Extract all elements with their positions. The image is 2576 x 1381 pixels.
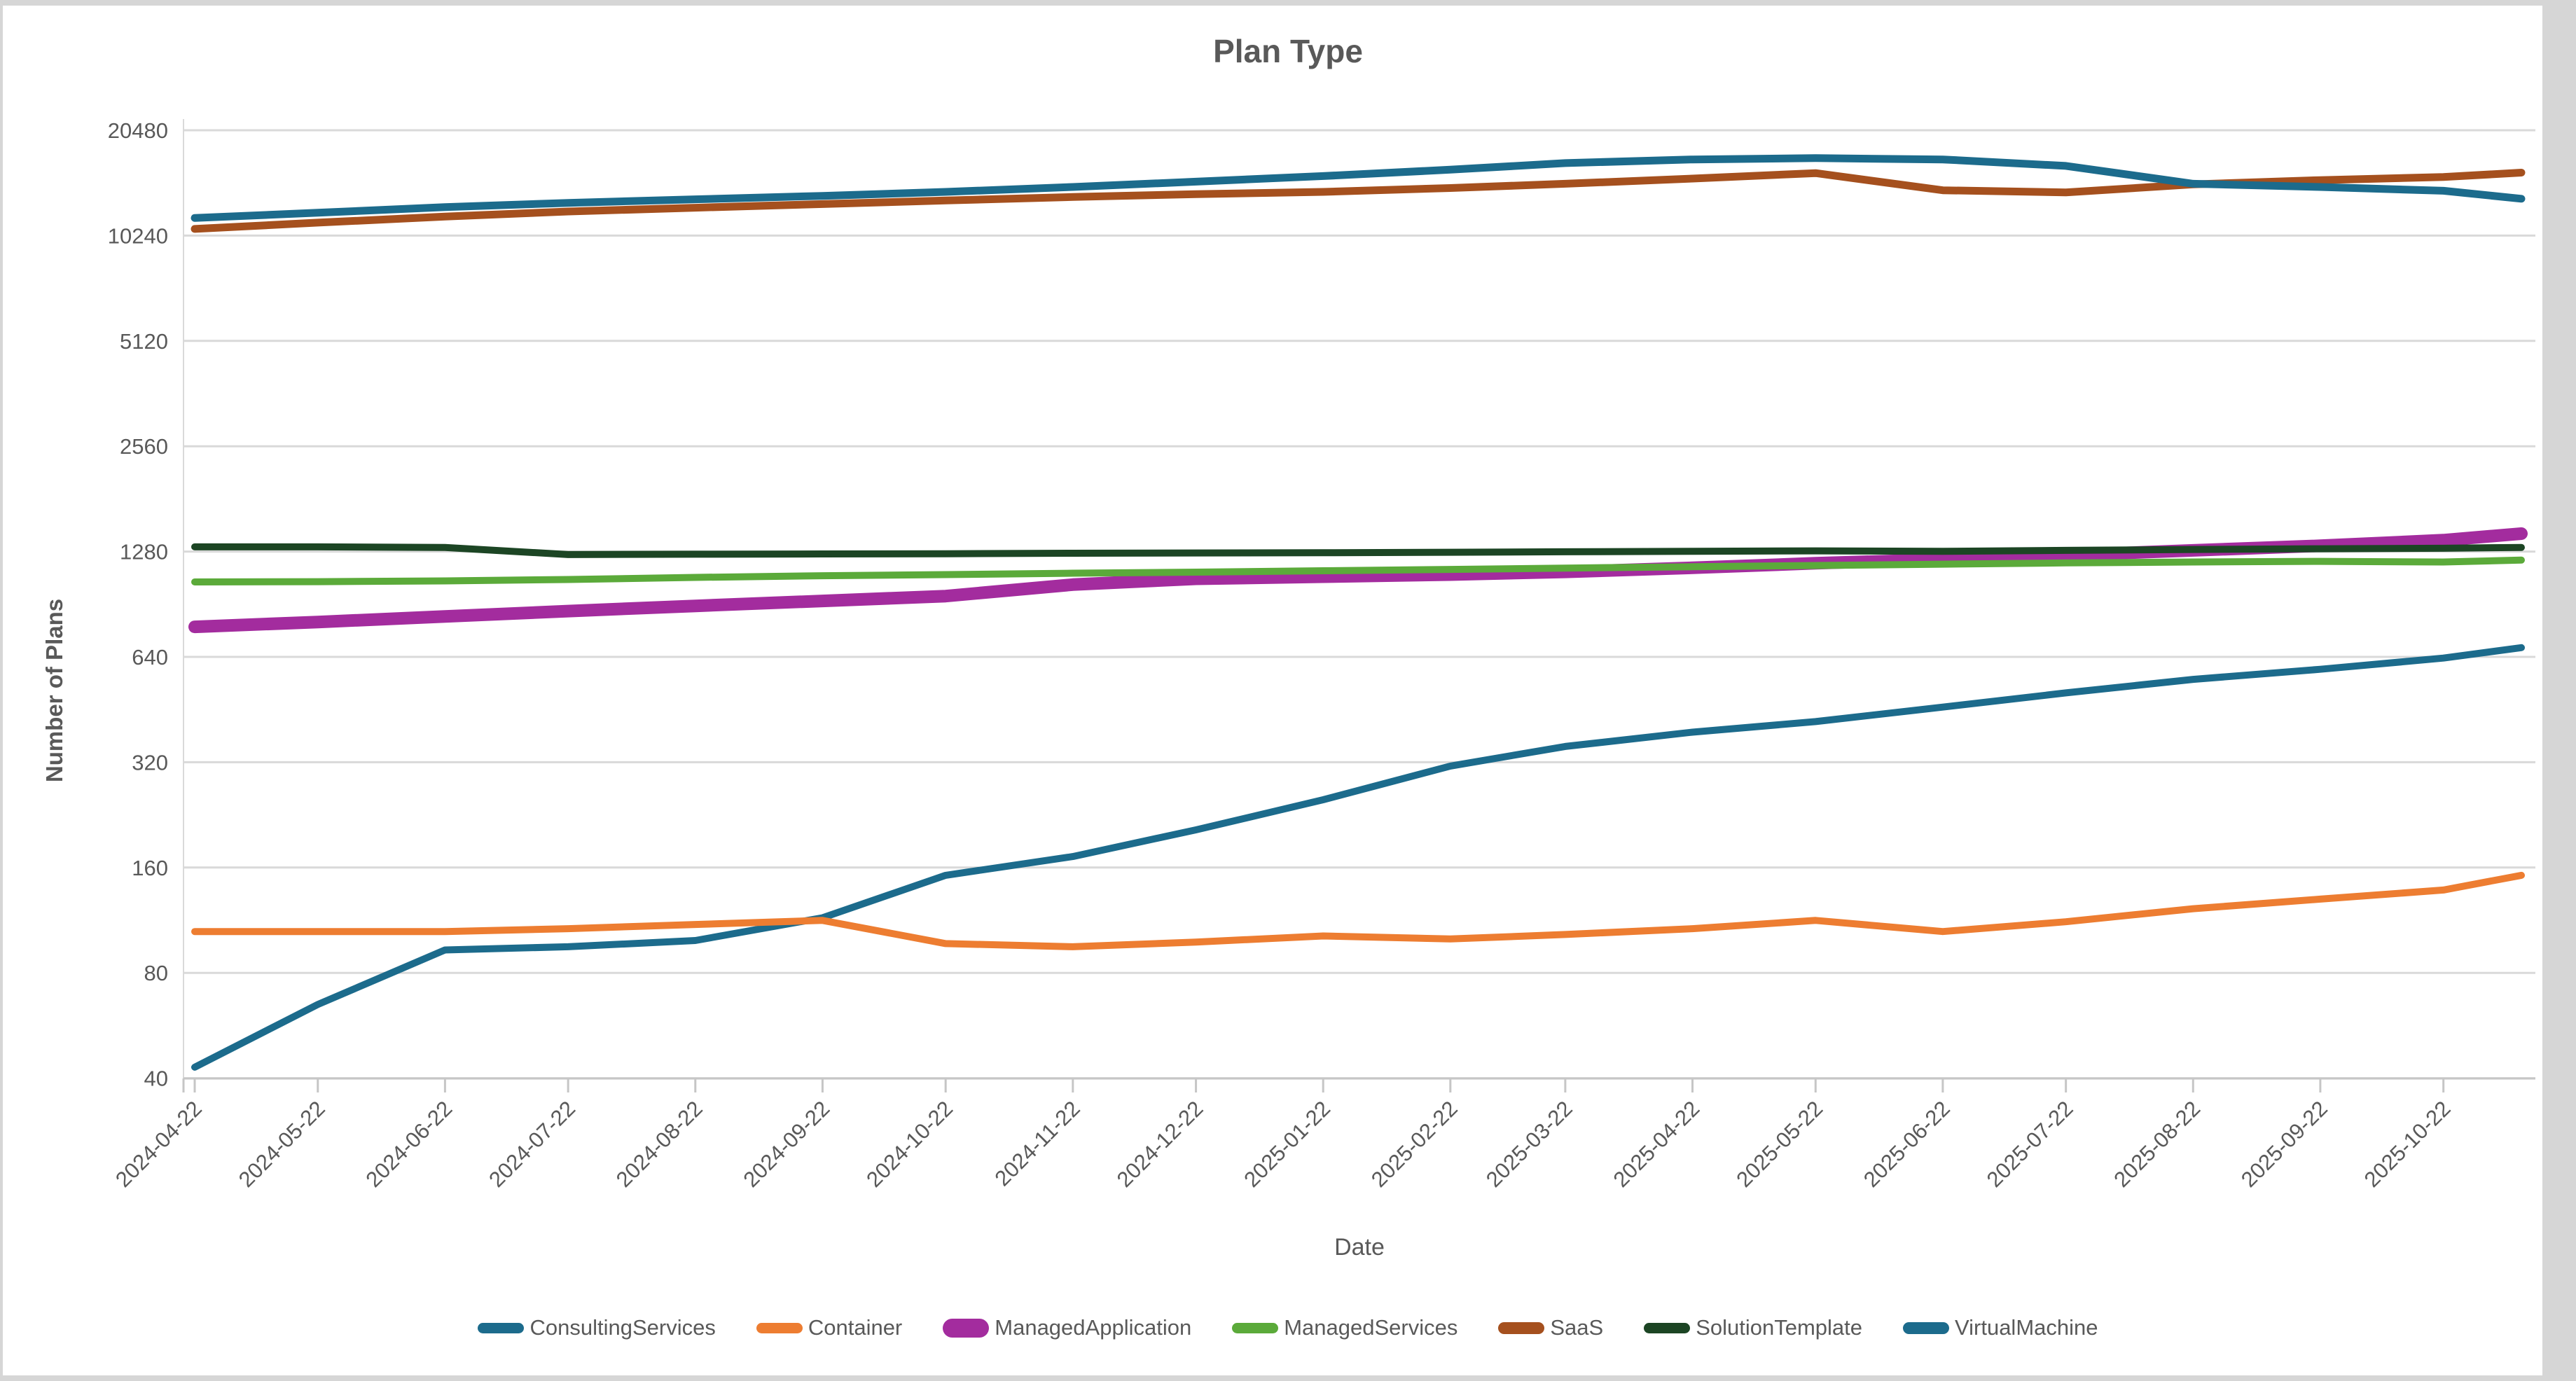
legend: ConsultingServices Container ManagedApplic… <box>0 1315 2576 1340</box>
window-edge-bottom <box>0 1375 2576 1381</box>
y-tick-label: 1280 <box>120 540 168 564</box>
legend-swatch-ManagedApplication <box>943 1318 990 1338</box>
legend-swatch-SaaS <box>1498 1321 1545 1334</box>
y-tick-label: 20480 <box>108 118 168 143</box>
legend-label: ManagedApplication <box>995 1315 1192 1340</box>
legend-swatch-ManagedServices <box>1232 1322 1279 1333</box>
y-tick-label: 2560 <box>120 434 168 459</box>
legend-item-Container[interactable]: Container <box>756 1315 902 1340</box>
legend-swatch-Container <box>756 1322 803 1333</box>
y-tick-label: 320 <box>132 750 168 775</box>
x-axis-title: Date <box>1334 1234 1385 1261</box>
series-line-ManagedServices[interactable] <box>191 556 2525 585</box>
window-edge-top <box>0 0 2576 6</box>
x-tick-label: 2025-05-22 <box>1731 1096 1827 1192</box>
series-line-SolutionTemplate[interactable] <box>191 543 2525 558</box>
legend-label: ManagedServices <box>1284 1315 1458 1340</box>
window-edge-left <box>0 0 3 1381</box>
legend-label: ConsultingServices <box>529 1315 716 1340</box>
series-line-ConsultingServices[interactable] <box>191 644 2525 1071</box>
x-tick-label: 2025-02-22 <box>1366 1096 1462 1192</box>
x-tick-label: 2024-05-22 <box>234 1096 330 1192</box>
legend-item-ManagedApplication[interactable]: ManagedApplication <box>943 1315 1191 1340</box>
legend-swatch-SolutionTemplate <box>1644 1322 1691 1333</box>
series-line-VirtualMachine[interactable] <box>191 154 2526 222</box>
legend-label: SolutionTemplate <box>1696 1315 1863 1340</box>
legend-swatch-ConsultingServices <box>478 1322 525 1333</box>
legend-item-VirtualMachine[interactable]: VirtualMachine <box>1903 1315 2098 1340</box>
y-tick-label: 80 <box>144 961 168 985</box>
y-tick-label: 160 <box>132 856 168 880</box>
y-tick-label: 5120 <box>120 329 168 354</box>
legend-item-ConsultingServices[interactable]: ConsultingServices <box>478 1315 716 1340</box>
series-line-SaaS[interactable] <box>191 169 2526 233</box>
y-tick-label: 40 <box>144 1067 168 1091</box>
y-tick-label: 10240 <box>108 223 168 248</box>
x-tick-label: 2024-11-22 <box>990 1096 1084 1191</box>
x-tick-label: 2025-04-22 <box>1609 1096 1705 1192</box>
y-tick-label: 640 <box>132 645 168 669</box>
x-tick-label: 2025-06-22 <box>1859 1096 1955 1192</box>
x-tick-label: 2024-07-22 <box>484 1096 580 1192</box>
legend-item-ManagedServices[interactable]: ManagedServices <box>1232 1315 1457 1340</box>
window-edge-right <box>2542 0 2576 1381</box>
legend-swatch-VirtualMachine <box>1903 1321 1950 1334</box>
x-tick-label: 2024-10-22 <box>861 1096 957 1192</box>
chart-title: Plan Type <box>1213 33 1363 69</box>
x-tick-label: 2025-07-22 <box>1982 1096 2078 1192</box>
x-tick-label: 2025-01-22 <box>1239 1096 1335 1192</box>
x-tick-label: 2024-04-22 <box>111 1096 207 1192</box>
x-tick-label: 2024-06-22 <box>361 1096 457 1192</box>
x-tick-label: 2025-09-22 <box>2236 1096 2332 1192</box>
x-tick-label: 2024-09-22 <box>738 1096 834 1192</box>
legend-item-SolutionTemplate[interactable]: SolutionTemplate <box>1644 1315 1862 1340</box>
legend-label: SaaS <box>1550 1315 1604 1340</box>
x-tick-label: 2025-10-22 <box>2360 1096 2456 1192</box>
legend-label: Container <box>808 1315 903 1340</box>
x-tick-label: 2024-12-22 <box>1112 1096 1208 1192</box>
series-line-Container[interactable] <box>191 871 2525 950</box>
legend-item-SaaS[interactable]: SaaS <box>1498 1315 1603 1340</box>
x-tick-label: 2025-08-22 <box>2109 1096 2205 1192</box>
x-tick-label: 2025-03-22 <box>1481 1096 1577 1192</box>
x-tick-label: 2024-08-22 <box>611 1096 707 1192</box>
legend-label: VirtualMachine <box>1955 1315 2098 1340</box>
